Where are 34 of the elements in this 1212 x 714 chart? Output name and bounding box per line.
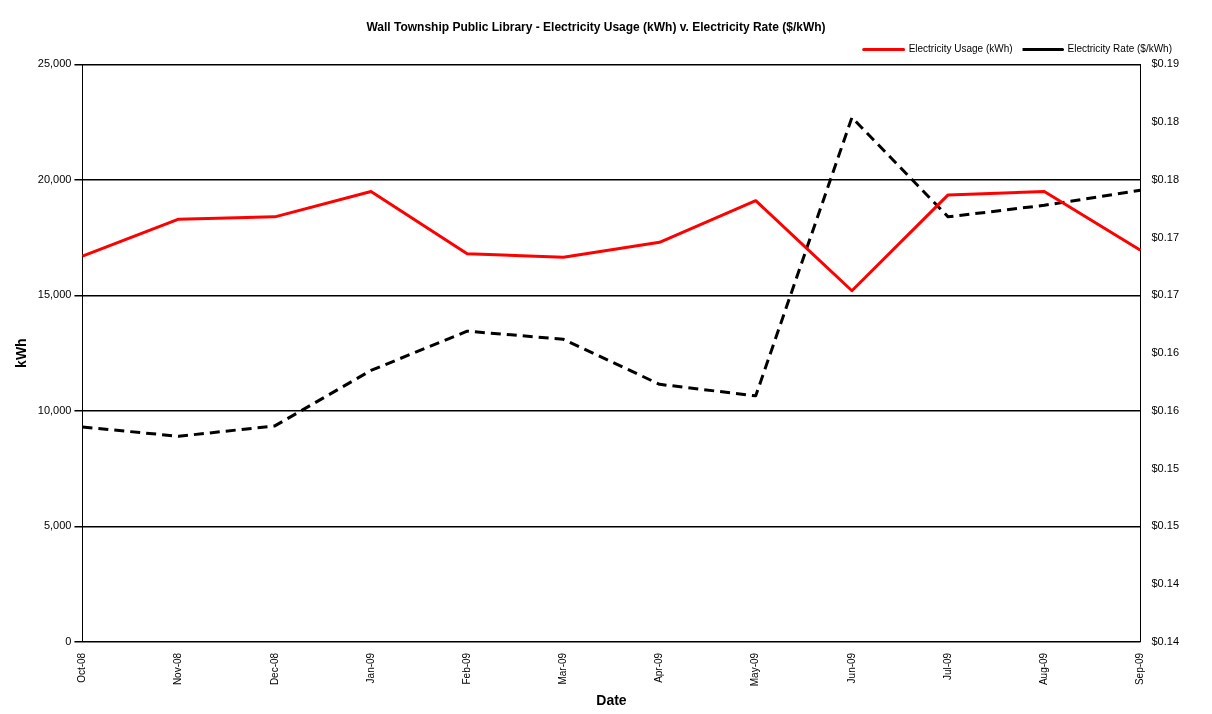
y-tick-label: 25,000 — [37, 57, 72, 70]
y2-tick-label: $0.18 — [1151, 172, 1179, 185]
x-tick-label: May-09 — [749, 652, 761, 687]
x-tick-label: Mar-09 — [557, 652, 569, 685]
x-tick-label: Aug-09 — [1038, 652, 1050, 686]
x-tick-label: Feb-09 — [460, 652, 472, 685]
x-tick-label: Sep-09 — [1134, 652, 1146, 686]
x-tick-label: Apr-09 — [653, 652, 665, 683]
chart-title: Wall Township Public Library - Electricity Usage (kWh) v. Electricity Rate ($/kWh) — [366, 19, 826, 34]
y2-tick-label: $0.18 — [1151, 115, 1179, 128]
x-tick-label: Jan-09 — [364, 652, 376, 684]
x-tick-label: Jul-09 — [941, 652, 953, 681]
legend-label: Electricity Rate ($/kWh) — [1067, 43, 1173, 55]
x-axis-title: Date — [596, 692, 627, 709]
y2-tick-label: $0.14 — [1151, 577, 1179, 590]
x-tick-label: Dec-08 — [268, 652, 280, 686]
y-tick-label: 20,000 — [37, 172, 72, 185]
y-tick-label: 0 — [65, 634, 72, 647]
y-axis-title: kWh — [13, 338, 30, 368]
y2-tick-label: $0.16 — [1151, 346, 1179, 359]
x-tick-label: Oct-08 — [76, 652, 88, 683]
y2-tick-label: $0.14 — [1151, 634, 1179, 647]
x-tick-label: Nov-08 — [172, 652, 184, 686]
y2-tick-label: $0.19 — [1151, 57, 1179, 70]
y2-tick-label: $0.17 — [1151, 288, 1179, 301]
y2-tick-label: $0.16 — [1151, 403, 1179, 416]
y-tick-label: 10,000 — [37, 403, 72, 416]
y2-tick-label: $0.15 — [1151, 519, 1179, 532]
y-tick-label: 5,000 — [43, 519, 72, 532]
y2-tick-label: $0.17 — [1151, 230, 1179, 243]
legend-label: Electricity Usage (kWh) — [908, 43, 1013, 55]
y-tick-label: 15,000 — [37, 288, 72, 301]
x-tick-label: Jun-09 — [845, 652, 857, 684]
y2-tick-label: $0.15 — [1151, 461, 1179, 474]
